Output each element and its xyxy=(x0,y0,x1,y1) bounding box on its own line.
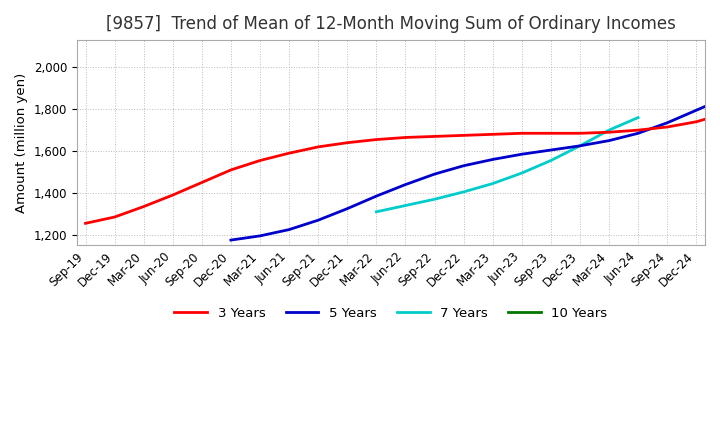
3 Years xyxy=(168,192,177,198)
5 Years xyxy=(401,182,410,187)
3 Years xyxy=(285,150,294,156)
7 Years xyxy=(488,181,497,186)
7 Years xyxy=(575,143,584,148)
5 Years xyxy=(372,194,381,199)
3 Years xyxy=(546,131,555,136)
3 Years xyxy=(140,204,148,209)
3 Years xyxy=(459,133,468,138)
5 Years xyxy=(634,131,642,136)
7 Years xyxy=(372,209,381,214)
3 Years xyxy=(110,214,119,220)
Line: 5 Years: 5 Years xyxy=(231,82,720,240)
5 Years xyxy=(285,227,294,232)
3 Years xyxy=(575,131,584,136)
5 Years xyxy=(663,120,672,125)
3 Years xyxy=(227,167,235,172)
3 Years xyxy=(197,180,206,185)
5 Years xyxy=(314,217,323,223)
3 Years xyxy=(518,131,526,136)
7 Years xyxy=(634,115,642,120)
Legend: 3 Years, 5 Years, 7 Years, 10 Years: 3 Years, 5 Years, 7 Years, 10 Years xyxy=(169,301,613,325)
5 Years xyxy=(518,152,526,157)
5 Years xyxy=(575,143,584,148)
3 Years xyxy=(488,132,497,137)
7 Years xyxy=(401,203,410,208)
5 Years xyxy=(605,138,613,143)
3 Years xyxy=(430,134,438,139)
5 Years xyxy=(343,206,351,211)
Line: 7 Years: 7 Years xyxy=(377,117,638,212)
3 Years xyxy=(605,130,613,135)
7 Years xyxy=(518,170,526,176)
7 Years xyxy=(430,197,438,202)
3 Years xyxy=(634,128,642,133)
3 Years xyxy=(314,144,323,150)
Line: 3 Years: 3 Years xyxy=(86,48,720,224)
7 Years xyxy=(459,189,468,194)
3 Years xyxy=(663,125,672,130)
3 Years xyxy=(343,140,351,145)
5 Years xyxy=(488,157,497,162)
3 Years xyxy=(256,158,264,163)
Y-axis label: Amount (million yen): Amount (million yen) xyxy=(15,73,28,213)
5 Years xyxy=(692,108,701,113)
3 Years xyxy=(81,221,90,226)
5 Years xyxy=(256,233,264,238)
5 Years xyxy=(546,147,555,153)
5 Years xyxy=(459,163,468,169)
7 Years xyxy=(605,128,613,133)
7 Years xyxy=(546,158,555,163)
Title: [9857]  Trend of Mean of 12-Month Moving Sum of Ordinary Incomes: [9857] Trend of Mean of 12-Month Moving … xyxy=(106,15,676,33)
5 Years xyxy=(430,172,438,177)
3 Years xyxy=(401,135,410,140)
3 Years xyxy=(372,137,381,142)
5 Years xyxy=(227,238,235,243)
3 Years xyxy=(692,119,701,125)
